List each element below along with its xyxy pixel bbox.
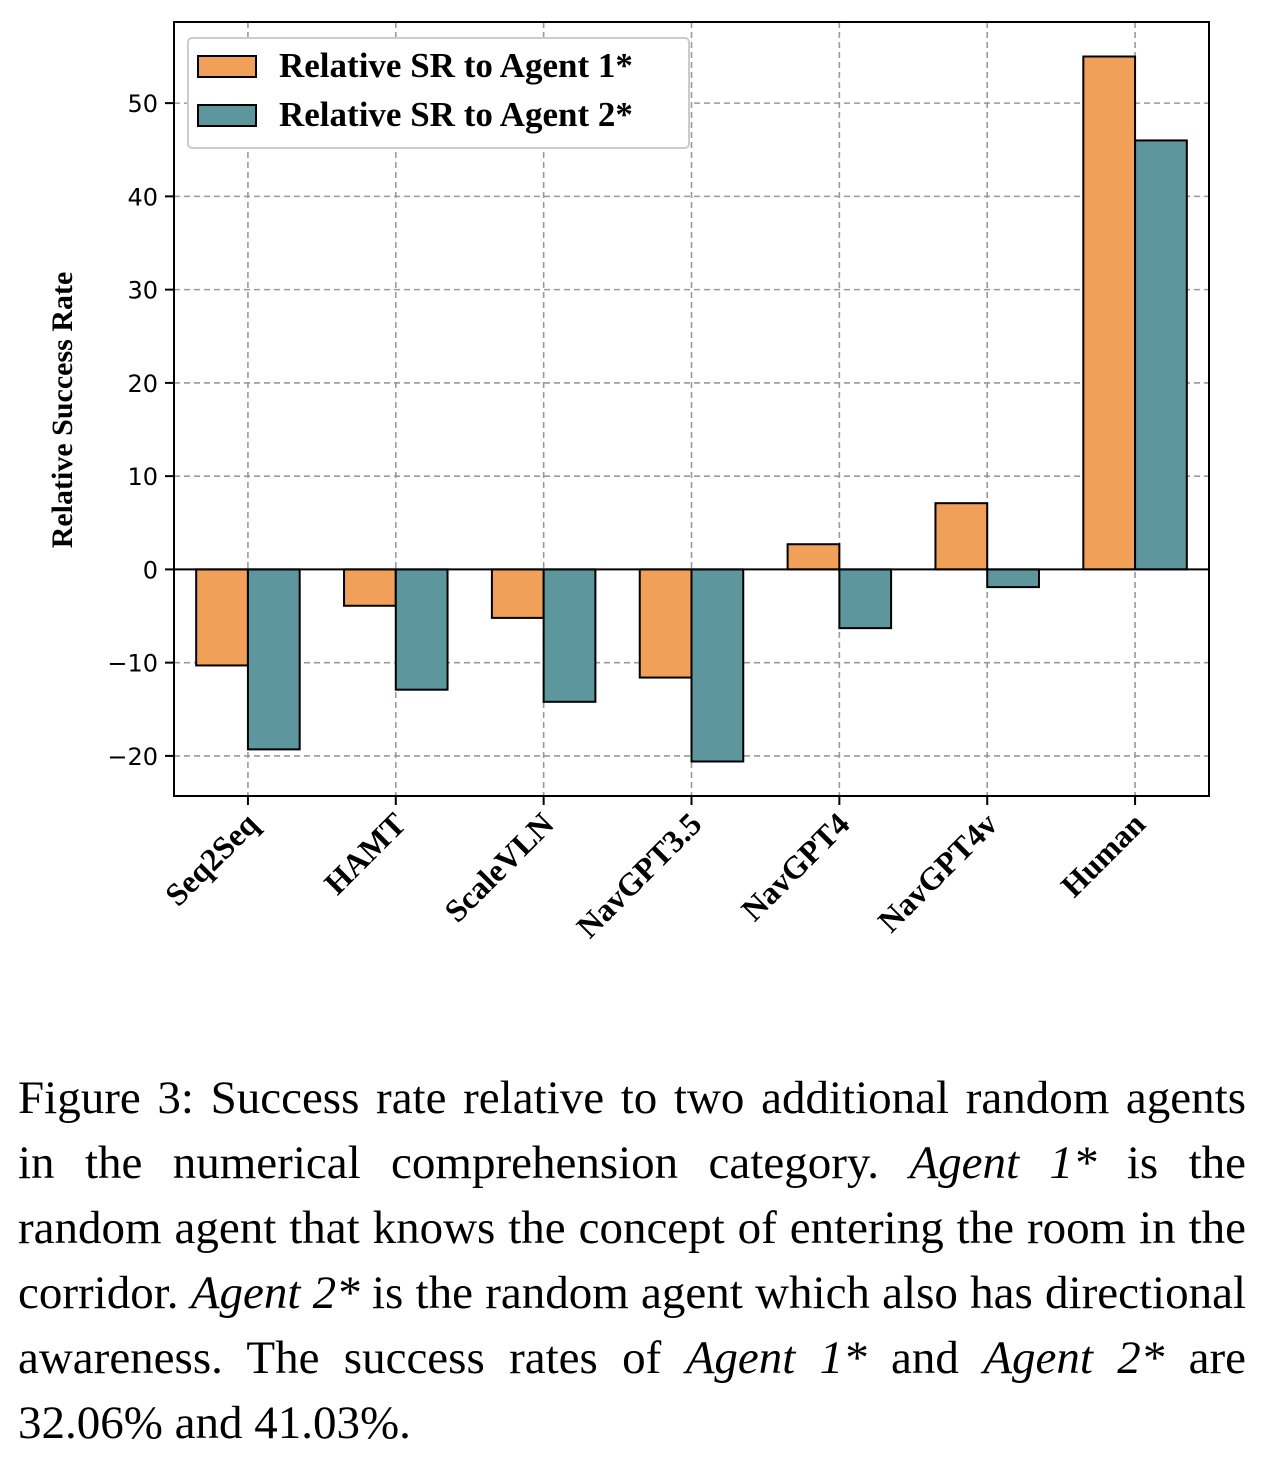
bar-agent-2-navgpt4v [986,568,1040,589]
caption-segment: is the random agent which also has direc… [18,1267,1247,1384]
x-tick-label: Human [1054,805,1153,904]
bar-agent-2-navgpt3-5 [690,568,745,763]
caption-segment: and [866,1332,984,1384]
bar-agent-1-navgpt4 [786,543,841,571]
caption-segment: Agent 2* [190,1267,360,1319]
caption-segment: Agent 1* [685,1332,867,1384]
bar-agent-2-seq2seq [246,568,301,751]
legend-label-agent-2: Relative SR to Agent 2* [279,95,633,134]
caption-segment: Agent 1* [909,1137,1097,1189]
caption-segment: is the random agent that knows the conce… [18,1137,1246,1319]
y-tick-label: 10 [127,463,158,491]
legend-box [187,37,690,149]
x-tick-label: ScaleVLN [437,805,561,929]
x-tick-label: Seq2Seq [158,805,265,912]
caption-segment: are 32.06% and 41.03%. [18,1332,1246,1449]
y-tick-label: −10 [107,650,158,678]
legend: Relative SR to Agent 1* Relative SR to A… [187,37,690,149]
bar-agent-2-hamt [394,568,449,691]
y-tick-label: 20 [127,370,158,398]
y-tick-label: 50 [127,90,158,118]
legend-label-agent-1: Relative SR to Agent 1* [279,46,633,85]
bar-agent-1-scalevln [490,568,545,619]
x-tick-label: HAMT [317,805,413,901]
caption-segment: Agent 2* [983,1332,1165,1384]
x-tick-label: NavGPT3.5 [569,805,708,944]
x-tick-label: NavGPT4v [871,805,1005,939]
y-axis-label: Relative Success Rate [46,272,79,549]
bar-agent-1-seq2seq [195,568,249,667]
y-tick-label: 30 [127,277,158,305]
y-tick-label: −20 [107,743,158,771]
figure-caption: Figure 3: Success rate relative to two a… [18,1066,1246,1456]
legend-swatch-agent-2 [197,104,257,127]
bar-agent-2-human [1134,139,1188,571]
bar-agent-1-human [1082,55,1137,571]
caption-segment: Figure 3: Success rate relative to two a… [18,1072,1246,1189]
bar-agent-1-navgpt4v [934,502,989,571]
bar-agent-2-scalevln [542,568,597,703]
bar-agent-1-hamt [343,568,397,607]
bar-agent-2-navgpt4 [838,568,893,630]
y-tick-label: 0 [143,556,158,584]
legend-swatch-agent-1 [197,55,257,78]
y-tick-label: 40 [127,183,158,211]
x-tick-label: NavGPT4 [734,805,856,927]
bar-agent-1-navgpt3-5 [638,568,693,679]
